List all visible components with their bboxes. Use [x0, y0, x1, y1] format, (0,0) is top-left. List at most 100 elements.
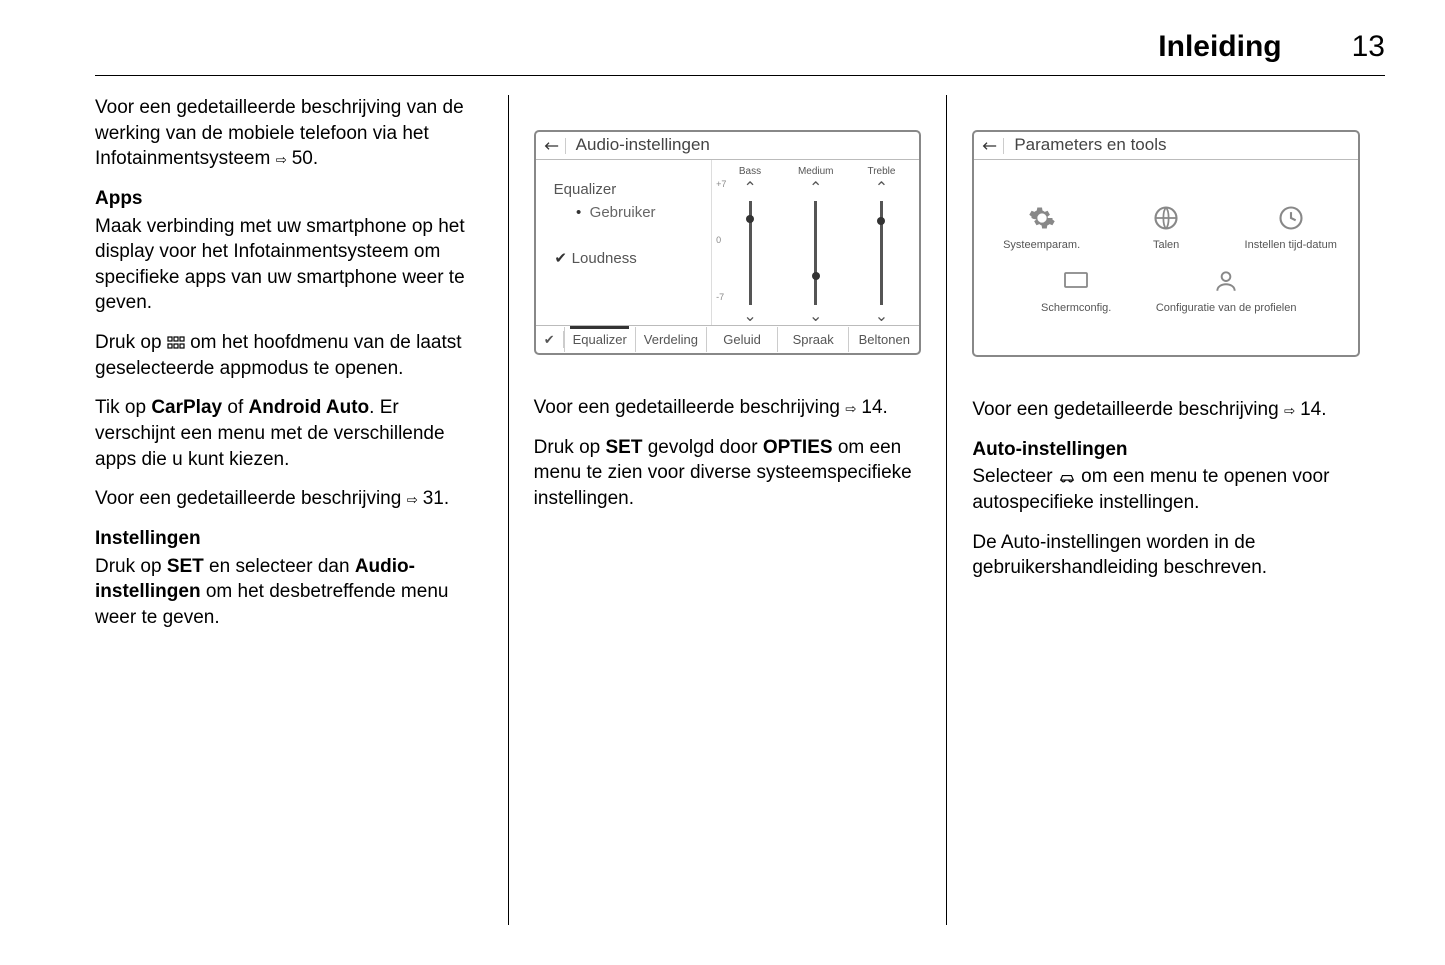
param-talen[interactable]: Talen	[1116, 204, 1216, 253]
slider-track[interactable]	[749, 201, 752, 306]
tab-geluid[interactable]: Geluid	[706, 327, 777, 353]
slider-track[interactable]	[880, 201, 883, 306]
column-3: Parameters en tools Systeemparam. Talen …	[946, 95, 1385, 925]
equalizer-label: Equalizer	[554, 181, 617, 198]
text: Voor een gedetailleerde beschrijving	[95, 488, 401, 509]
col2-para1: Voor een gedetailleerde beschrijving ⇨ 1…	[534, 395, 922, 421]
tab-equalizer[interactable]: Equalizer	[564, 327, 635, 353]
slider-handle[interactable]	[746, 215, 754, 223]
slider-handle[interactable]	[812, 272, 820, 280]
audio-ss-title: Audio-instellingen	[576, 134, 710, 157]
check-icon[interactable]: ✔	[536, 331, 564, 349]
column-2: Audio-instellingen Equalizer •Gebruiker …	[508, 95, 947, 925]
params-row-1: Systeemparam. Talen Instellen tijd-datum	[979, 204, 1353, 253]
chapter-title: Inleiding	[1158, 30, 1281, 64]
apps-grid-icon	[167, 332, 185, 346]
car-icon	[1058, 466, 1076, 480]
back-icon[interactable]	[544, 138, 566, 154]
col2-para2: Druk op SET gevolgd door OPTIES om een m…	[534, 435, 922, 512]
equalizer-value: •Gebruiker	[572, 203, 701, 223]
param-tijd-datum[interactable]: Instellen tijd-datum	[1241, 204, 1341, 253]
param-label: Talen	[1153, 238, 1179, 253]
loudness-row[interactable]: ✔Loudness	[554, 249, 701, 269]
chevron-down-icon[interactable]: ⌄	[809, 309, 822, 325]
bold-set: SET	[167, 556, 204, 577]
clock-icon	[1274, 204, 1308, 232]
equalizer-row[interactable]: Equalizer •Gebruiker	[554, 180, 701, 224]
heading-auto-instellingen: Auto-instellingen	[972, 437, 1360, 463]
text: Druk op	[95, 332, 167, 353]
bold-android-auto: Android Auto	[249, 397, 370, 418]
screenshot-parameters: Parameters en tools Systeemparam. Talen …	[972, 130, 1360, 357]
slider-label: Bass	[739, 165, 761, 179]
col3-para1: Voor een gedetailleerde beschrijving ⇨ 1…	[972, 397, 1360, 423]
params-ss-titlebar: Parameters en tools	[974, 132, 1358, 160]
col1-para3: Druk op om het hoofdmenu van de laatst g…	[95, 330, 483, 381]
reference-icon: ⇨	[1284, 399, 1295, 423]
text: Gebruiker	[590, 204, 656, 221]
text: Druk op	[95, 556, 167, 577]
page-number: 13	[1352, 30, 1385, 64]
profile-icon	[1209, 267, 1243, 295]
param-label: Schermconfig.	[1041, 301, 1111, 316]
bold-opties: OPTIES	[763, 437, 833, 458]
col1-para1: Voor een gedetailleerde beschrijving van…	[95, 95, 483, 172]
slider-bass[interactable]: Bass ⌃ ⌄	[725, 165, 775, 325]
screenshot-audio-settings: Audio-instellingen Equalizer •Gebruiker …	[534, 130, 922, 355]
gear-icon	[1025, 204, 1059, 232]
slider-handle[interactable]	[877, 217, 885, 225]
screen-icon	[1059, 267, 1093, 295]
params-ss-body: Systeemparam. Talen Instellen tijd-datum	[974, 160, 1358, 355]
heading-apps: Apps	[95, 186, 483, 212]
slider-track[interactable]	[814, 201, 817, 306]
chevron-up-icon[interactable]: ⌃	[809, 181, 822, 197]
param-systeemparam[interactable]: Systeemparam.	[992, 204, 1092, 253]
param-label: Systeemparam.	[1003, 238, 1080, 253]
ref-page: 14.	[1300, 399, 1326, 420]
text: Voor een gedetailleerde beschrijving	[534, 397, 840, 418]
text: Tik op	[95, 397, 151, 418]
text: Druk op	[534, 437, 606, 458]
ref-page: 14.	[861, 397, 887, 418]
bold-set: SET	[605, 437, 642, 458]
param-label: Instellen tijd-datum	[1245, 238, 1337, 253]
slider-track-wrap	[856, 197, 906, 310]
col3-para3: De Auto-instellingen worden in de gebrui…	[972, 530, 1360, 581]
heading-instellingen: Instellingen	[95, 526, 483, 552]
chevron-down-icon[interactable]: ⌄	[875, 309, 888, 325]
column-1: Voor een gedetailleerde beschrijving van…	[95, 95, 508, 925]
reference-icon: ⇨	[276, 148, 287, 172]
col3-para2: Selecteer om een menu te openen voor aut…	[972, 464, 1360, 515]
slider-track-wrap	[725, 197, 775, 310]
check-icon: ✔	[554, 249, 568, 269]
params-row-2: Schermconfig. Configuratie van de profie…	[979, 267, 1353, 316]
tab-verdeling[interactable]: Verdeling	[635, 327, 706, 353]
chevron-up-icon[interactable]: ⌃	[875, 181, 888, 197]
slider-treble[interactable]: Treble ⌃ ⌄	[856, 165, 906, 325]
audio-ss-sliders: +7 0 -7 Bass ⌃ ⌄ Medium ⌃ ⌄	[712, 160, 919, 325]
bold-carplay: CarPlay	[151, 397, 222, 418]
slider-label: Medium	[798, 165, 834, 179]
text: Selecteer	[972, 466, 1058, 487]
col1-para2: Maak verbinding met uw smartphone op het…	[95, 214, 483, 317]
bullet-icon: •	[572, 203, 586, 223]
text: gevolgd door	[642, 437, 762, 458]
ref-page: 50.	[292, 148, 318, 169]
col1-para6: Druk op SET en selecteer dan Audio-inste…	[95, 554, 483, 631]
loudness-label: Loudness	[572, 250, 637, 267]
back-icon[interactable]	[982, 138, 1004, 154]
chevron-down-icon[interactable]: ⌄	[743, 309, 756, 325]
chevron-up-icon[interactable]: ⌃	[743, 181, 756, 197]
audio-ss-body: Equalizer •Gebruiker ✔Loudness +7 0 -7 B…	[536, 160, 920, 325]
tab-beltonen[interactable]: Beltonen	[848, 327, 919, 353]
text: of	[222, 397, 248, 418]
tab-spraak[interactable]: Spraak	[777, 327, 848, 353]
audio-ss-tabs: ✔ Equalizer Verdeling Geluid Spraak Belt…	[536, 325, 920, 353]
content-columns: Voor een gedetailleerde beschrijving van…	[95, 95, 1385, 925]
param-profielen[interactable]: Configuratie van de profielen	[1146, 267, 1306, 316]
globe-icon	[1149, 204, 1183, 232]
col1-para4: Tik op CarPlay of Android Auto. Er versc…	[95, 395, 483, 472]
slider-medium[interactable]: Medium ⌃ ⌄	[791, 165, 841, 325]
reference-icon: ⇨	[407, 488, 418, 512]
param-schermconfig[interactable]: Schermconfig.	[1026, 267, 1126, 316]
